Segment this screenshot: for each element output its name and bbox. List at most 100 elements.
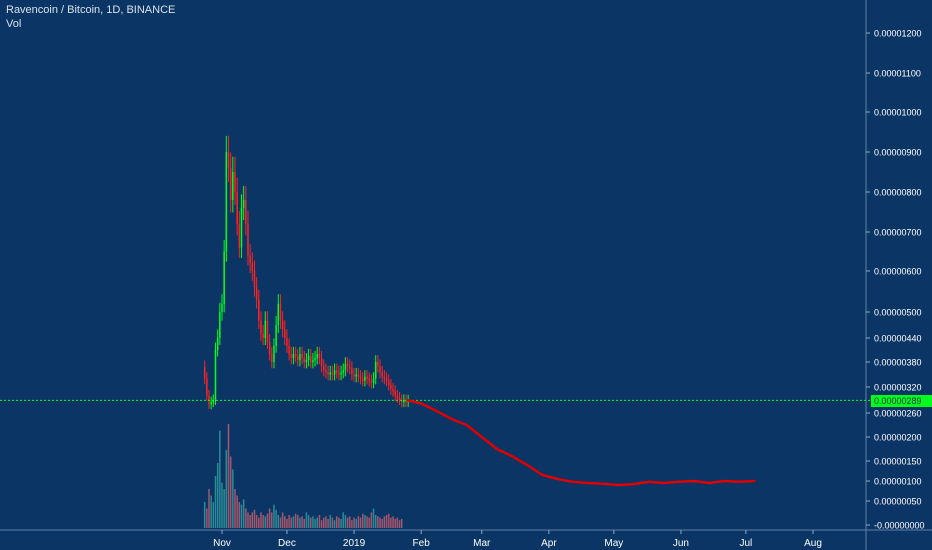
volume-bar <box>394 518 396 528</box>
candle-body <box>316 354 319 358</box>
candle-body <box>303 358 306 362</box>
volume-bar <box>372 508 375 528</box>
candle-body <box>281 320 284 330</box>
volume-bar <box>340 518 342 528</box>
candle-body <box>216 338 219 350</box>
volume-bar <box>316 517 319 528</box>
volume-bar <box>335 516 338 528</box>
volume-bar <box>392 516 394 528</box>
volume-bar <box>301 516 303 528</box>
candle-body <box>322 366 325 371</box>
volume-bar <box>279 517 282 528</box>
candle-body <box>312 360 314 362</box>
volume-bar <box>271 512 273 528</box>
x-tick-label: Aug <box>804 538 822 549</box>
y-tick-label: -0.00000000 <box>874 521 925 531</box>
y-tick-label: 0.00001200 <box>874 29 922 39</box>
candle-body <box>392 389 394 392</box>
volume-bar <box>242 499 245 528</box>
chart-title: Ravencoin / Bitcoin, 1D, BINANCE <box>6 4 176 16</box>
candle-body <box>234 172 236 192</box>
volume-bar <box>370 512 373 528</box>
candle-body <box>366 376 368 379</box>
candle-body <box>301 354 303 358</box>
volume-bar <box>318 515 321 528</box>
candle-body <box>379 366 381 373</box>
candle-body <box>394 391 396 396</box>
volume-bar <box>396 517 399 528</box>
volume-bar <box>381 518 383 528</box>
y-tick-label: 0.00000500 <box>874 308 922 318</box>
volume-bar <box>208 489 210 528</box>
volume-bar <box>364 515 366 528</box>
candle-body <box>212 400 215 403</box>
y-tick-label: 0.00000200 <box>874 433 922 443</box>
y-tick-label: 0.00000900 <box>874 148 922 158</box>
volume-bar <box>312 516 314 528</box>
volume-bar <box>292 516 295 528</box>
candle-body <box>355 374 357 377</box>
volume-bar <box>225 450 228 528</box>
candle-body <box>310 356 312 362</box>
volume-bar <box>210 495 212 528</box>
volume-bar <box>383 516 386 528</box>
volume-bar <box>344 515 347 528</box>
candle-body <box>398 397 401 400</box>
candle-body <box>370 380 373 383</box>
volume-bar <box>288 515 290 528</box>
candle-body <box>325 370 327 373</box>
candle-body <box>271 354 273 362</box>
candle-body <box>255 287 258 300</box>
y-tick-label: 0.00001000 <box>874 108 922 118</box>
y-tick-label: 0.00000100 <box>874 477 922 487</box>
volume-bar <box>221 482 223 528</box>
volume-bar <box>203 502 206 528</box>
volume-bar <box>351 520 353 528</box>
x-tick-label: Feb <box>413 538 431 549</box>
y-tick-label: 0.00000150 <box>874 457 922 467</box>
x-tick-label: Jun <box>673 538 689 549</box>
candle-body <box>221 303 223 312</box>
candle-body <box>327 372 329 375</box>
candle-body <box>374 362 377 379</box>
volume-bar <box>275 509 277 528</box>
volume-bar <box>314 518 316 528</box>
y-tick-label: 0.00000380 <box>874 358 922 368</box>
candle-body <box>359 376 362 379</box>
y-tick-label: 0.00000800 <box>874 188 922 198</box>
candle-body <box>383 376 386 379</box>
candle-body <box>377 362 379 367</box>
candle-body <box>400 400 403 403</box>
volume-bar <box>355 518 357 528</box>
candle-body <box>294 354 297 356</box>
candle-body <box>229 168 232 200</box>
volume-bar <box>385 515 388 528</box>
volume-bar <box>286 518 288 528</box>
volume-bar <box>346 517 349 528</box>
x-tick-label: Apr <box>541 538 557 549</box>
volume-bar <box>348 516 351 528</box>
candle-body <box>258 299 260 321</box>
volume-bar <box>251 512 254 528</box>
candle-body <box>288 346 290 354</box>
volume-bar <box>249 515 251 528</box>
volume-bar <box>307 515 310 528</box>
x-tick-label: Mar <box>473 538 491 549</box>
x-tick-label: Jul <box>739 538 752 549</box>
candle-body <box>387 380 390 385</box>
volume-bar <box>219 430 221 528</box>
volume-bar <box>377 516 379 528</box>
volume-bar <box>262 515 264 528</box>
volume-bar <box>305 512 308 528</box>
candle-body <box>262 333 264 338</box>
candle-body <box>314 358 316 360</box>
volume-bar <box>247 512 249 528</box>
candle-body <box>297 356 299 360</box>
candle-body <box>381 372 383 377</box>
volume-bar <box>284 516 286 528</box>
candle-body <box>273 346 275 362</box>
candle-body <box>238 224 241 248</box>
volume-bar <box>229 456 232 528</box>
